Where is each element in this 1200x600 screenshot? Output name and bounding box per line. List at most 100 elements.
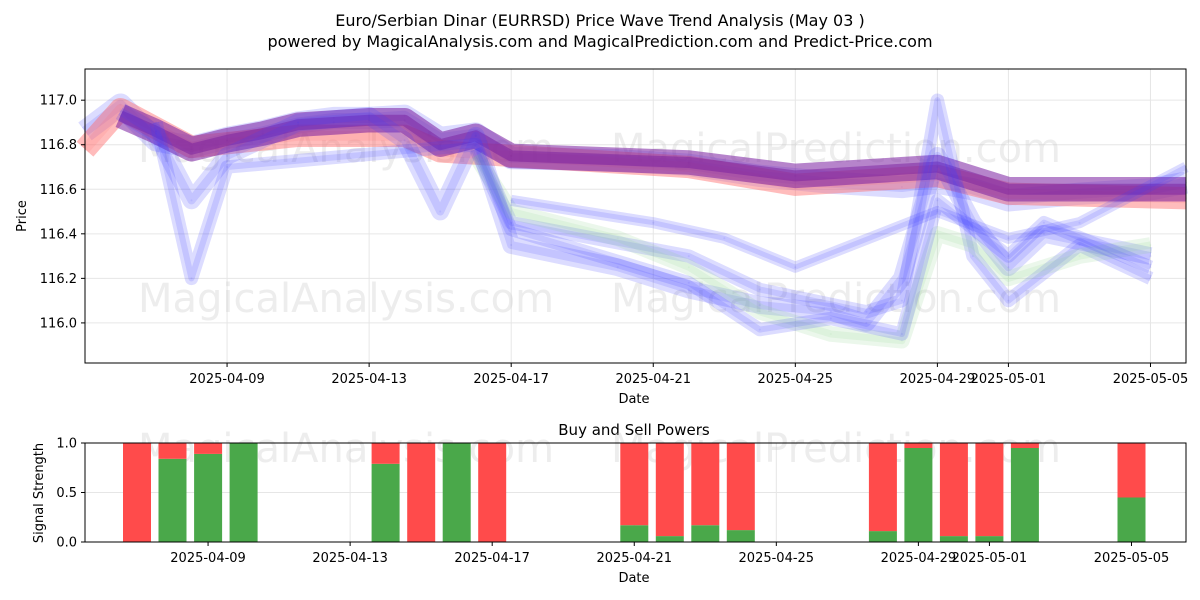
price-point (829, 333, 832, 335)
signal-x-tick-label: 2025-04-17 (454, 551, 530, 566)
price-x-tick-label: 2025-04-29 (900, 372, 976, 387)
price-point (510, 221, 513, 224)
signal-x-tick-label: 2025-04-25 (739, 551, 815, 566)
price-point (226, 139, 229, 142)
price-point (865, 310, 868, 313)
price-point (936, 181, 939, 184)
signal-x-tick-label: 2025-05-05 (1094, 551, 1170, 566)
price-series-line-2 (118, 110, 1186, 195)
price-series-line-4 (153, 97, 1152, 315)
price-y-tick-label: 116.8 (40, 138, 77, 153)
price-point (297, 123, 300, 126)
price-point (368, 119, 371, 122)
price-point (687, 161, 690, 164)
signal-plot: Buy and Sell Powers MagicalAnalysis.com … (32, 421, 1187, 586)
price-point (1007, 188, 1010, 191)
price-point (368, 114, 371, 117)
buy-bar (939, 536, 968, 542)
price-series-band-7 (510, 162, 1189, 273)
price-point (900, 277, 903, 280)
price-point (1007, 255, 1010, 258)
signal-x-tick-label: 2025-04-29 (881, 551, 957, 566)
buy-bar (726, 530, 755, 542)
price-point (971, 255, 974, 258)
price-point (687, 288, 690, 291)
price-point (794, 174, 797, 177)
price-point (936, 232, 939, 235)
sell-bar (371, 443, 400, 464)
price-x-tick-label: 2025-04-09 (189, 372, 265, 387)
signal-y-tick-label: 0.5 (56, 486, 77, 501)
price-point (155, 132, 157, 135)
price-point (439, 143, 442, 146)
price-x-ticks: 2025-04-09 2025-04-13 2025-04-17 2025-04-21… (189, 363, 1188, 387)
buy-bar (691, 525, 720, 542)
buy-bar (1117, 497, 1146, 542)
price-series-band-4 (149, 93, 1154, 319)
price-point (474, 134, 477, 137)
buy-bar (442, 443, 471, 542)
price-y-tick-label: 116.2 (40, 272, 77, 287)
signal-x-tick-label: 2025-04-13 (312, 551, 388, 566)
buy-bar (371, 463, 400, 542)
sell-bar (158, 443, 187, 459)
sell-bar (194, 443, 223, 454)
price-series-band-3 (115, 103, 1153, 332)
price-grid (85, 69, 1186, 363)
price-series (76, 93, 1189, 349)
price-point (119, 114, 122, 117)
price-point (971, 221, 974, 224)
price-point (1149, 244, 1152, 246)
price-point (758, 328, 761, 331)
price-point (652, 221, 655, 224)
signal-title: Buy and Sell Powers (558, 421, 710, 439)
buy-bar (229, 443, 258, 542)
price-point (190, 277, 193, 280)
signal-y-label: Signal Strength (32, 443, 47, 543)
buy-bar (975, 536, 1004, 542)
signal-y-tick-label: 0.0 (56, 536, 77, 551)
price-x-tick-label: 2025-04-17 (473, 372, 549, 387)
price-point (865, 321, 868, 324)
price-point (687, 255, 690, 258)
buy-bar (158, 458, 187, 542)
buy-bar (1010, 447, 1039, 542)
price-point (936, 210, 939, 213)
signal-x-tick-label: 2025-04-09 (170, 551, 246, 566)
price-point (1007, 266, 1010, 269)
price-point (616, 237, 619, 240)
price-point (829, 317, 832, 320)
buy-bar (868, 531, 897, 542)
price-point (1007, 277, 1010, 280)
sell-bar (939, 443, 968, 537)
signal-x-label: Date (618, 571, 649, 586)
price-x-label: Date (618, 392, 649, 407)
price-point (1149, 255, 1152, 258)
price-point (829, 310, 832, 313)
price-point (510, 244, 513, 246)
signal-x-tick-label: 2025-05-01 (952, 551, 1028, 566)
price-point (403, 119, 406, 122)
buy-bar (194, 453, 223, 542)
signal-y-tick-label: 1.0 (56, 437, 77, 452)
price-point (119, 110, 122, 113)
price-point (119, 108, 122, 111)
sell-bar (1010, 443, 1039, 448)
price-point (1078, 221, 1081, 224)
price-point (758, 304, 761, 307)
price-point (758, 288, 761, 291)
price-point (1078, 244, 1081, 246)
price-point (332, 121, 335, 124)
price-x-tick-label: 2025-05-05 (1113, 372, 1189, 387)
price-point (190, 148, 193, 151)
price-point (155, 130, 157, 133)
price-point (510, 228, 513, 231)
price-point (1078, 255, 1081, 258)
sell-bar (904, 443, 933, 448)
price-plot: MagicalAnalysis.com MagicalPrediction.co… (15, 68, 1189, 407)
price-x-tick-label: 2025-04-13 (331, 372, 407, 387)
sell-bar (123, 443, 151, 542)
price-point (687, 281, 690, 284)
price-point (474, 143, 477, 146)
price-plot-frame (84, 68, 1187, 364)
